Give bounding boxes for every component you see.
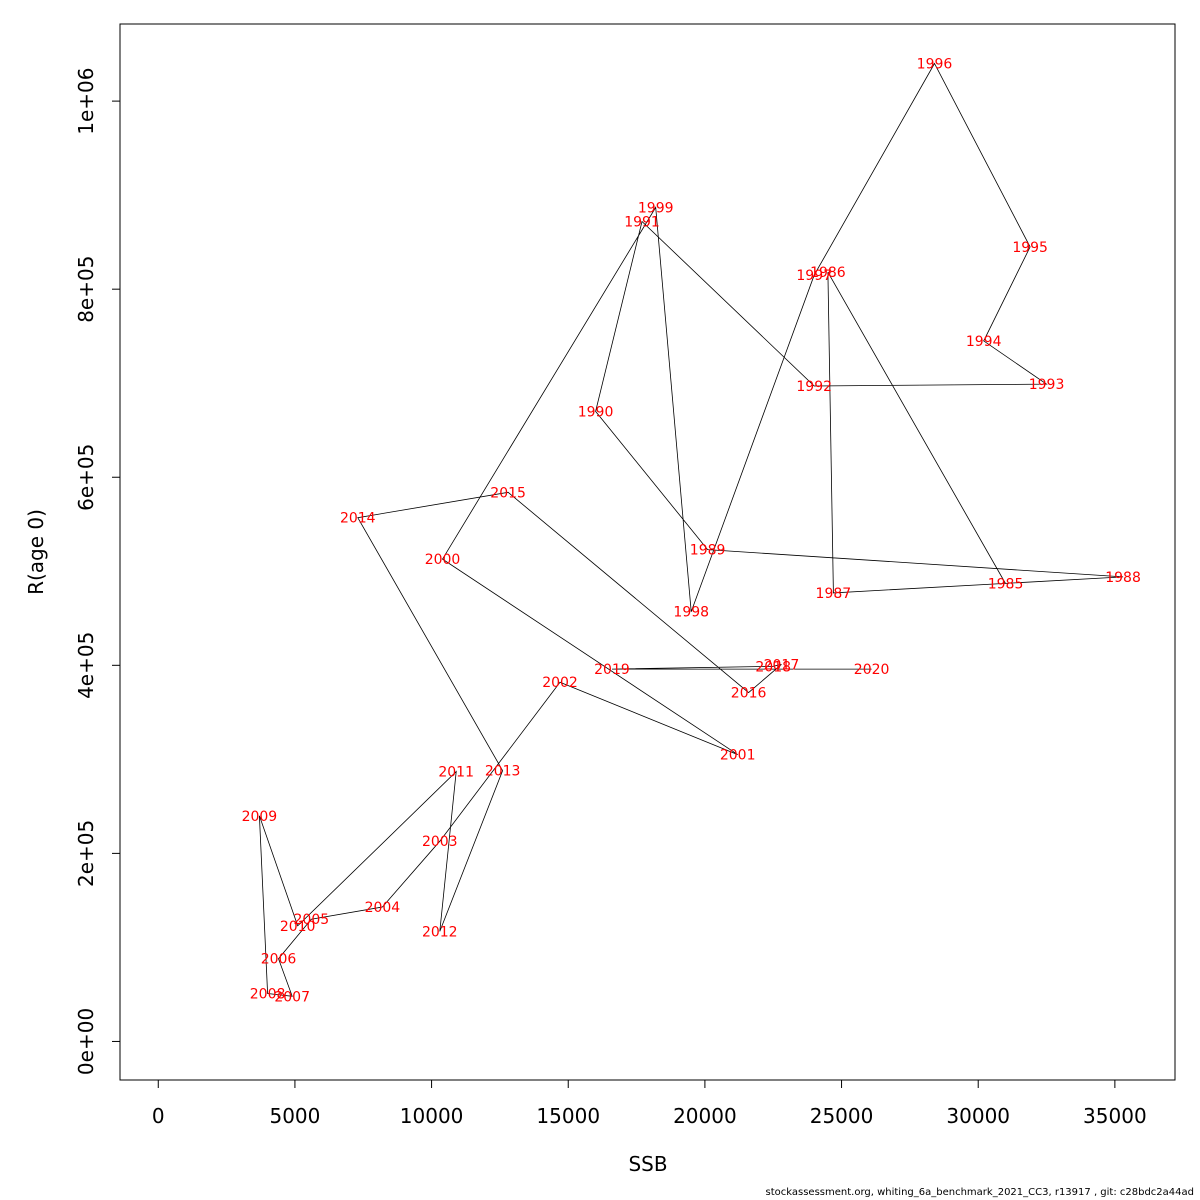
point-label-2013: 2013 <box>485 764 521 780</box>
point-label-2002: 2002 <box>542 675 578 691</box>
point-label-2007: 2007 <box>274 989 310 1005</box>
point-label-1989: 1989 <box>690 543 726 559</box>
point-label-2009: 2009 <box>242 809 278 825</box>
point-label-2016: 2016 <box>731 686 767 702</box>
y-tick-label: 2e+05 <box>74 820 98 887</box>
point-label-2001: 2001 <box>720 748 756 764</box>
point-label-2000: 2000 <box>425 552 461 568</box>
point-label-2011: 2011 <box>438 765 474 781</box>
x-tick-label: 10000 <box>400 1104 464 1128</box>
point-label-2017: 2017 <box>764 657 800 673</box>
y-axis: 0e+00 2e+05 4e+05 6e+05 8e+05 1e+06 <box>74 67 121 1075</box>
point-label-1995: 1995 <box>1012 240 1048 256</box>
x-tick-label: 30000 <box>946 1104 1010 1128</box>
point-label-2015: 2015 <box>490 485 526 501</box>
x-tick-label: 0 <box>152 1104 165 1128</box>
point-label-2019: 2019 <box>594 662 630 678</box>
point-label-1994: 1994 <box>966 334 1002 350</box>
point-label-1985: 1985 <box>988 577 1024 593</box>
point-label-1997: 1997 <box>796 268 832 284</box>
point-label-2012: 2012 <box>422 924 458 940</box>
plot-frame <box>119 23 1176 1081</box>
point-label-2014: 2014 <box>340 511 376 527</box>
point-label-2020: 2020 <box>854 662 890 678</box>
point-label-1998: 1998 <box>673 605 709 621</box>
point-label-1987: 1987 <box>816 586 852 602</box>
y-tick-label: 4e+05 <box>74 632 98 699</box>
point-label-2005: 2005 <box>294 912 330 928</box>
point-label-2008: 2008 <box>250 986 286 1002</box>
point-labels: 1985 1986 1987 1988 1989 1990 1991 1992 1993 1994… <box>242 56 1141 1005</box>
y-tick-label: 6e+05 <box>74 444 98 511</box>
series-line <box>259 62 1124 997</box>
point-label-1996: 1996 <box>917 56 953 72</box>
y-tick-label: 1e+06 <box>74 67 98 134</box>
point-label-2003: 2003 <box>422 834 458 850</box>
x-axis: 0 5000 10000 15000 20000 25000 30000 35000 <box>152 1079 1147 1128</box>
point-label-1992: 1992 <box>796 379 832 395</box>
point-label-2006: 2006 <box>261 952 297 968</box>
y-axis-title: R(age 0) <box>24 509 48 595</box>
point-label-1991: 1991 <box>624 214 660 230</box>
x-tick-label: 5000 <box>269 1104 320 1128</box>
point-label-1986: 1986 <box>810 265 846 281</box>
point-label-2010: 2010 <box>280 919 316 935</box>
point-label-1993: 1993 <box>1029 377 1065 393</box>
x-axis-title: SSB <box>628 1152 667 1176</box>
point-label-1990: 1990 <box>578 404 614 420</box>
footer-note: stockassessment.org, whiting_6a_benchmar… <box>765 1187 1194 1198</box>
x-tick-label: 15000 <box>536 1104 600 1128</box>
x-tick-label: 20000 <box>673 1104 737 1128</box>
y-tick-label: 0e+00 <box>74 1008 98 1075</box>
point-label-2004: 2004 <box>365 900 401 916</box>
x-tick-label: 35000 <box>1083 1104 1147 1128</box>
point-label-1999: 1999 <box>638 200 674 216</box>
point-label-1988: 1988 <box>1105 570 1141 586</box>
y-tick-label: 8e+05 <box>74 256 98 323</box>
point-label-2018: 2018 <box>755 659 791 675</box>
x-tick-label: 25000 <box>810 1104 874 1128</box>
